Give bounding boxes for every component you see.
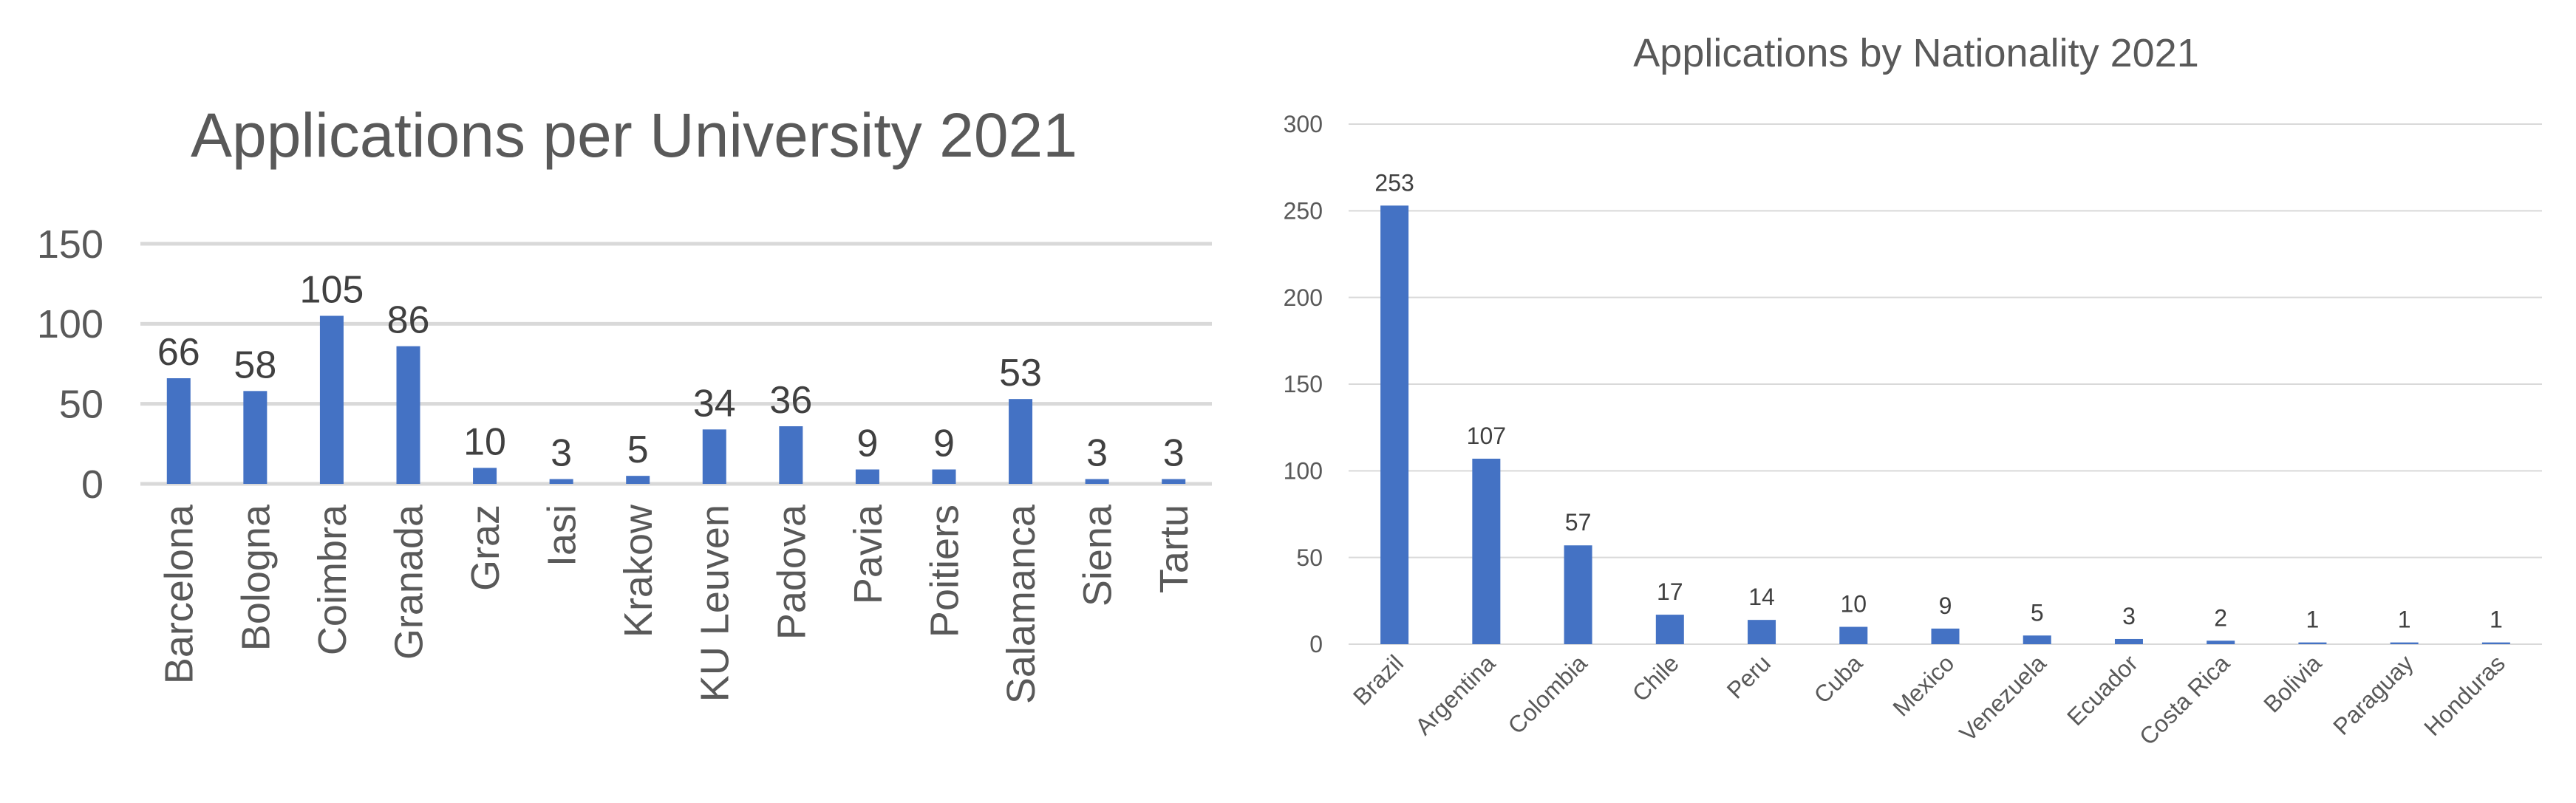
left-category-label: Coimbra xyxy=(310,504,355,655)
right-data-label: 253 xyxy=(1374,169,1414,196)
left-data-label: 9 xyxy=(933,423,955,465)
left-data-label: 3 xyxy=(1086,432,1108,475)
right-bar xyxy=(1380,205,1409,644)
right-bar xyxy=(1472,458,1501,644)
left-bar xyxy=(319,315,344,484)
left-data-label: 105 xyxy=(300,269,364,312)
left-bar xyxy=(932,469,956,484)
left-bar xyxy=(626,476,650,484)
left-data-label: 10 xyxy=(463,420,506,463)
right-bar xyxy=(2114,638,2143,644)
right-data-label: 1 xyxy=(2306,606,2320,633)
university-chart: Applications per University 2021 0 50 100 1… xyxy=(0,0,1241,803)
left-category-label: Bologna xyxy=(234,504,278,651)
left-category-label: Siena xyxy=(1076,504,1120,606)
left-category-label: KU Leuven xyxy=(693,505,737,702)
right-category-label: Mexico xyxy=(1887,649,1959,721)
right-y-tick-label: 300 xyxy=(1284,111,1323,137)
left-data-label: 36 xyxy=(769,379,812,422)
left-bar xyxy=(1085,479,1109,484)
right-bar xyxy=(1564,545,1592,644)
university-chart-title: Applications per University 2021 xyxy=(191,100,1077,170)
left-data-label: 66 xyxy=(157,331,200,374)
left-bar xyxy=(702,429,726,484)
right-bar xyxy=(1748,620,1776,644)
nationality-chart: Applications by Nationality 2021 0 50 100 1… xyxy=(1241,0,2576,803)
left-data-label: 34 xyxy=(693,382,736,425)
right-data-label: 57 xyxy=(1565,509,1592,536)
left-y-tick-label: 0 xyxy=(81,462,103,507)
left-category-label: Salamanca xyxy=(999,504,1043,704)
left-data-label: 53 xyxy=(999,352,1042,394)
right-category-label: Ecuador xyxy=(2062,649,2143,731)
right-y-tick-label: 250 xyxy=(1284,198,1323,225)
left-bar xyxy=(473,468,497,484)
right-y-tick-label: 100 xyxy=(1284,458,1323,485)
right-bar xyxy=(2023,635,2051,644)
left-category-label: Tartu xyxy=(1152,505,1196,593)
right-bar xyxy=(2390,642,2419,644)
right-data-label: 17 xyxy=(1657,578,1683,605)
right-bar xyxy=(2298,642,2327,644)
right-data-label: 14 xyxy=(1748,584,1775,610)
right-bar xyxy=(1931,628,1960,644)
university-chart-svg: Applications per University 2021 0 50 100 1… xyxy=(37,100,1212,704)
right-bar xyxy=(1655,615,1684,644)
left-category-label: Graz xyxy=(463,505,508,591)
right-data-label: 107 xyxy=(1467,423,1506,449)
left-category-label: Barcelona xyxy=(157,504,202,684)
left-bar xyxy=(855,469,879,484)
right-y-tick-label: 200 xyxy=(1284,284,1323,311)
left-y-tick-label: 150 xyxy=(37,222,103,267)
right-category-label: Venezuela xyxy=(1955,649,2051,746)
left-bar xyxy=(1162,479,1186,484)
nationality-chart-svg: Applications by Nationality 2021 0 50 100 1… xyxy=(1284,31,2542,751)
right-y-tick-label: 150 xyxy=(1284,371,1323,397)
right-category-label: Cuba xyxy=(1809,649,1868,708)
right-category-label: Peru xyxy=(1722,649,1776,703)
right-bar xyxy=(1839,626,1868,644)
right-data-label: 5 xyxy=(2031,599,2044,626)
left-y-tick-label: 50 xyxy=(59,383,103,427)
left-bar xyxy=(243,391,268,484)
left-category-label: Granada xyxy=(386,504,431,660)
left-data-label: 3 xyxy=(1163,432,1185,475)
left-category-label: Pavia xyxy=(846,504,890,604)
left-bar xyxy=(549,479,573,484)
right-data-label: 3 xyxy=(2122,603,2136,629)
left-bar xyxy=(396,346,420,484)
right-category-label: Paraguay xyxy=(2328,649,2418,739)
right-bar xyxy=(2207,640,2235,644)
nationality-chart-title: Applications by Nationality 2021 xyxy=(1633,31,2198,75)
right-data-label: 9 xyxy=(1939,592,1952,619)
right-category-label: Argentina xyxy=(1410,649,1500,739)
right-data-label: 2 xyxy=(2214,604,2227,631)
right-category-label: Brazil xyxy=(1348,649,1408,710)
left-category-label: Poitiers xyxy=(922,505,967,638)
right-category-label: Honduras xyxy=(2419,649,2510,741)
right-category-label: Bolivia xyxy=(2258,649,2326,717)
left-category-label: Iasi xyxy=(540,505,585,567)
left-data-label: 3 xyxy=(551,432,572,475)
left-data-label: 86 xyxy=(387,299,430,342)
right-data-label: 10 xyxy=(1840,591,1867,618)
right-data-label: 1 xyxy=(2398,606,2411,633)
left-bar xyxy=(779,426,803,484)
left-category-label: Padova xyxy=(769,504,814,640)
right-category-label: Colombia xyxy=(1502,649,1592,739)
right-category-label: Chile xyxy=(1627,649,1684,706)
left-data-label: 58 xyxy=(234,344,276,386)
left-data-label: 5 xyxy=(627,428,649,471)
right-y-tick-label: 50 xyxy=(1296,544,1323,571)
right-y-tick-label: 0 xyxy=(1309,631,1323,657)
left-y-tick-label: 100 xyxy=(37,302,103,346)
right-category-label: Costa Rica xyxy=(2134,649,2235,750)
right-bar xyxy=(2481,642,2510,644)
left-category-label: Krakow xyxy=(616,504,661,638)
left-data-label: 9 xyxy=(856,423,878,465)
left-bar xyxy=(166,378,191,484)
right-data-label: 1 xyxy=(2490,606,2503,633)
left-bar xyxy=(1009,399,1033,484)
